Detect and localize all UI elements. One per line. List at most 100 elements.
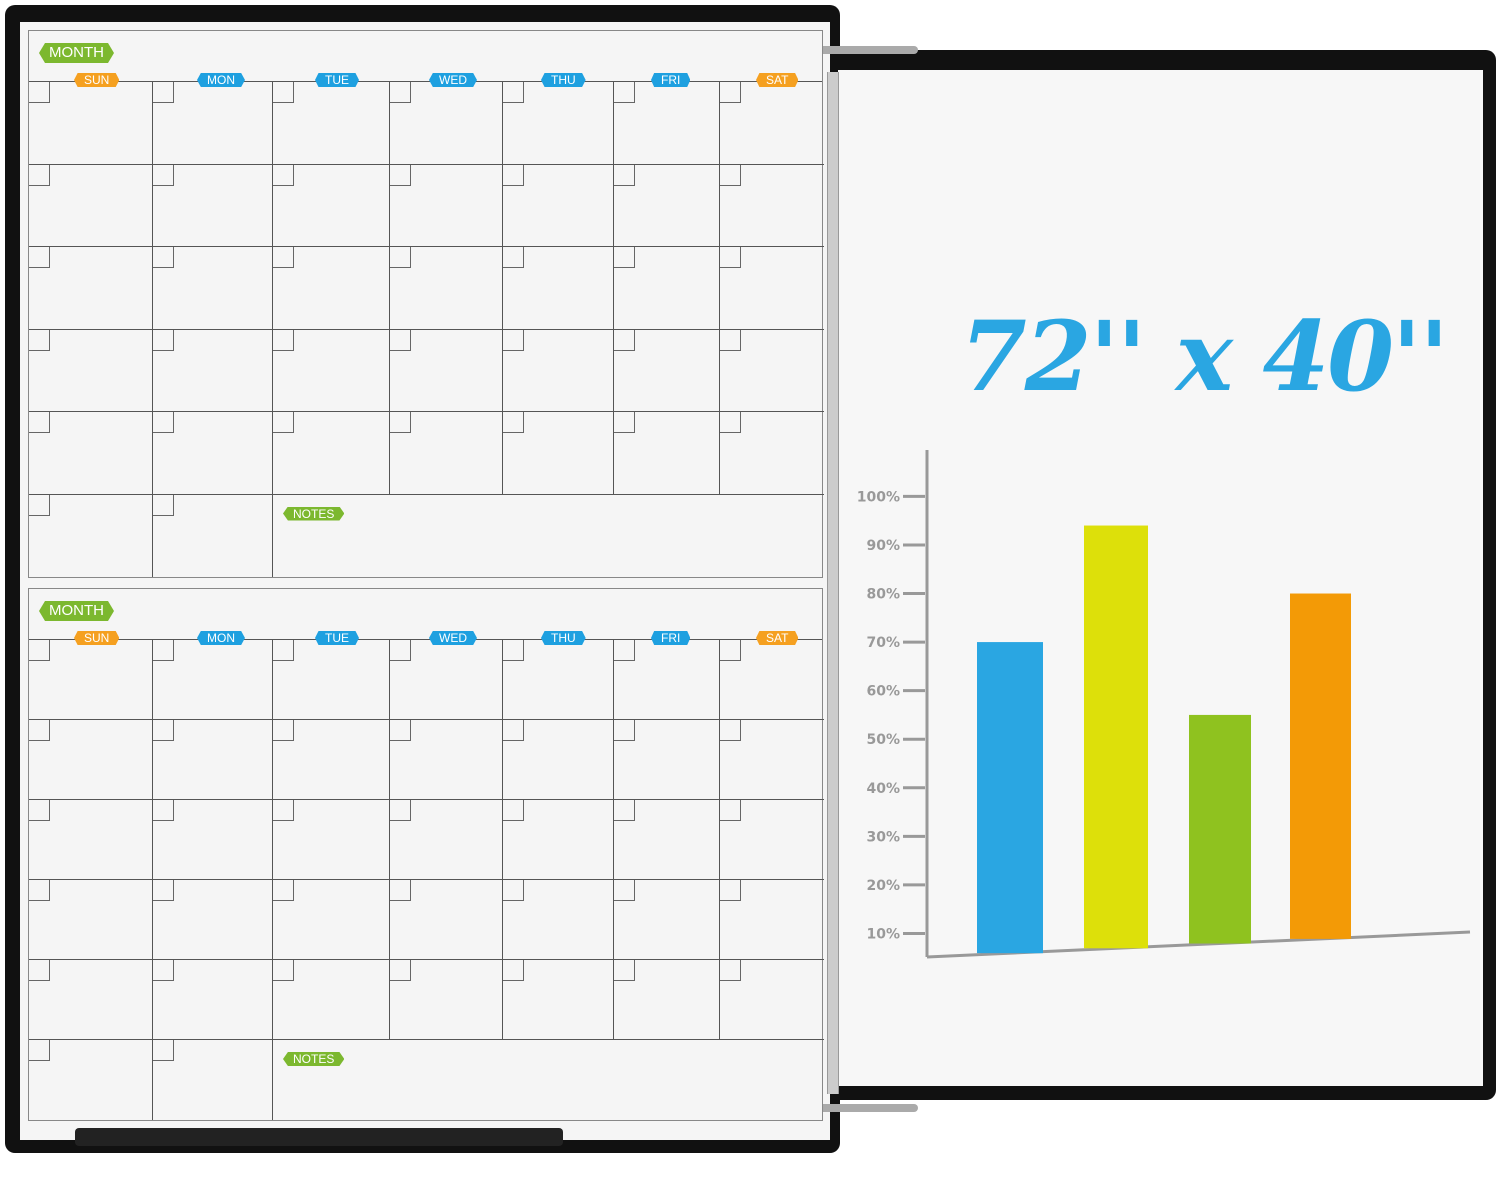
day-cell: [273, 960, 390, 1040]
day-cell: [720, 720, 824, 800]
date-box: [390, 720, 411, 741]
month-label: MONTH: [39, 601, 114, 621]
day-cell: [153, 82, 273, 165]
date-box: [29, 960, 50, 981]
day-label-mon: MON: [197, 631, 245, 645]
day-cell: [614, 640, 720, 720]
day-cell: [29, 880, 153, 960]
day-cell: [29, 329, 153, 412]
day-cell: [273, 880, 390, 960]
date-box: [153, 960, 174, 981]
date-box: [503, 412, 524, 433]
day-cell: [273, 720, 390, 800]
y-tick-label: 50%: [866, 732, 900, 748]
day-cell: [614, 800, 720, 880]
y-tick-label: 100%: [857, 489, 900, 505]
date-box: [390, 880, 411, 901]
date-box: [390, 640, 411, 661]
date-box: [29, 494, 50, 516]
date-box: [273, 720, 294, 741]
notes-label: NOTES: [283, 1052, 345, 1066]
date-box: [390, 800, 411, 821]
day-label-tue: TUE: [315, 631, 359, 645]
day-cell: [29, 164, 153, 247]
date-box: [29, 800, 50, 821]
date-box: [273, 82, 294, 103]
date-box: [614, 164, 635, 186]
date-box: [720, 880, 741, 901]
day-cell: [720, 164, 824, 247]
day-cell: [390, 720, 503, 800]
day-cell: [503, 640, 614, 720]
bar: [1189, 714, 1251, 944]
bar: [977, 642, 1043, 954]
date-box: [614, 329, 635, 351]
date-box: [29, 329, 50, 351]
date-box: [153, 640, 174, 661]
date-box: [503, 960, 524, 981]
day-label-wed: WED: [429, 73, 477, 87]
day-cell: [153, 412, 273, 495]
day-cell: [614, 880, 720, 960]
marker-tray: [75, 1128, 563, 1146]
day-label-sun: SUN: [74, 73, 120, 87]
day-cell: [29, 960, 153, 1040]
day-cell: [29, 640, 153, 720]
day-cell: [273, 82, 390, 165]
board-size-title: 72'' x 40'': [960, 300, 1449, 413]
day-cell: [720, 82, 824, 165]
month-label: MONTH: [39, 43, 114, 63]
date-box: [273, 164, 294, 186]
date-box: [153, 247, 174, 268]
day-cell: [153, 960, 273, 1040]
board-divider: [827, 72, 839, 1094]
day-cell: [720, 960, 824, 1040]
day-cell: [720, 640, 824, 720]
day-cell: [720, 247, 824, 330]
right-board-surface: [838, 70, 1483, 1086]
date-box: [614, 247, 635, 268]
day-cell: [273, 247, 390, 330]
date-box: [614, 412, 635, 433]
day-cell: [29, 800, 153, 880]
date-box: [390, 82, 411, 103]
day-label-fri: FRI: [651, 631, 691, 645]
day-cell: [153, 720, 273, 800]
date-box: [614, 960, 635, 981]
day-cell: [29, 494, 153, 577]
date-box: [390, 247, 411, 268]
day-cell: [390, 329, 503, 412]
date-box: [273, 640, 294, 661]
day-cell: [503, 82, 614, 165]
date-box: [614, 800, 635, 821]
day-cell: [503, 412, 614, 495]
day-cell: [273, 329, 390, 412]
date-box: [273, 960, 294, 981]
date-box: [153, 1040, 174, 1061]
date-box: [503, 800, 524, 821]
day-label-tue: TUE: [315, 73, 359, 87]
y-tick-label: 40%: [866, 781, 900, 797]
day-cell: [503, 880, 614, 960]
date-box: [503, 720, 524, 741]
date-box: [29, 1040, 50, 1061]
day-cell: [614, 164, 720, 247]
top-hinge: [743, 46, 918, 54]
day-cell: [503, 164, 614, 247]
date-box: [720, 720, 741, 741]
monthly-calendar: MONTH NOTES SUN MON TUE WED THU FRI SAT: [28, 30, 824, 578]
date-box: [720, 960, 741, 981]
day-cell: [390, 640, 503, 720]
day-label-thu: THU: [541, 631, 586, 645]
day-cell: [29, 720, 153, 800]
date-box: [390, 960, 411, 981]
notes-area: NOTES: [273, 1040, 824, 1120]
date-box: [153, 800, 174, 821]
day-cell: [153, 164, 273, 247]
date-box: [29, 82, 50, 103]
date-box: [720, 412, 741, 433]
bottom-hinge: [743, 1104, 918, 1112]
date-box: [273, 412, 294, 433]
date-box: [29, 640, 50, 661]
day-label-sat: SAT: [756, 73, 799, 87]
